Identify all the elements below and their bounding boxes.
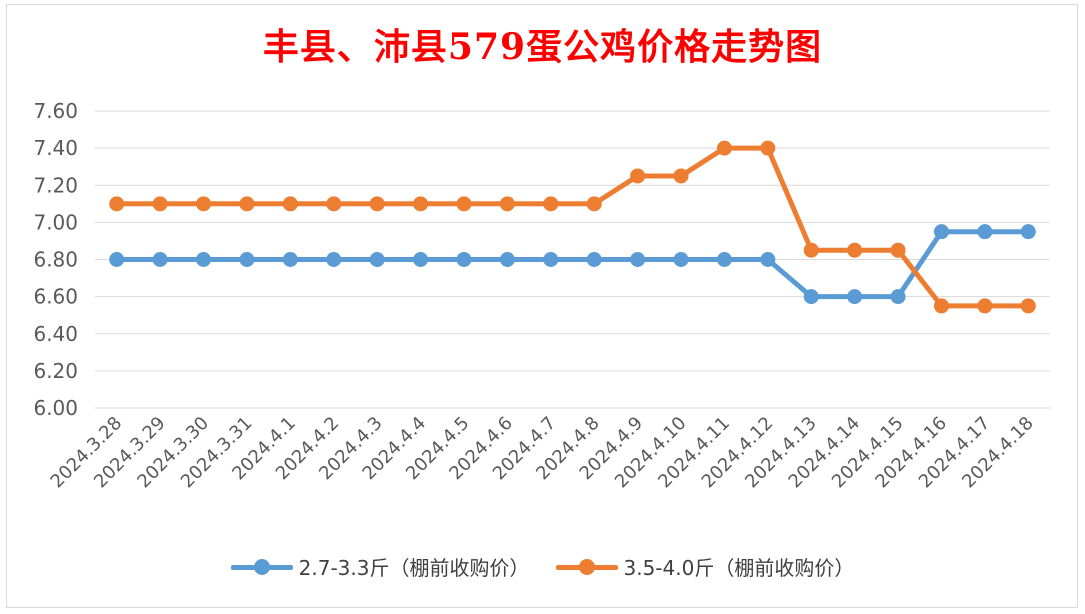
y-axis-labels: 6.00 6.20 6.40 6.60 6.80 7.00 7.20 7.40 7.60 <box>33 99 78 420</box>
data-point-series-1 <box>369 252 385 267</box>
legend-item-series-1: 2.7-3.3斤（棚前收购价） <box>230 552 530 581</box>
data-point-series-2 <box>890 242 906 258</box>
y-tick-label: 7.20 <box>33 173 78 197</box>
data-point-series-1 <box>543 252 559 267</box>
data-point-series-1 <box>109 252 125 267</box>
x-axis-labels: 2024.3.282024.3.292024.3.302024.3.312024… <box>47 413 1038 493</box>
series-lines <box>114 145 1031 309</box>
legend-item-series-2: 3.5-4.0斤（棚前收购价） <box>555 552 855 581</box>
data-point-series-2 <box>933 298 949 314</box>
data-point-series-1 <box>716 252 732 267</box>
data-point-series-2 <box>152 196 168 212</box>
data-point-series-2 <box>282 196 298 212</box>
data-point-series-2 <box>413 196 429 212</box>
data-point-series-2 <box>977 298 993 314</box>
data-point-series-1 <box>282 252 298 267</box>
data-point-series-2 <box>847 242 863 258</box>
y-tick-label: 7.40 <box>33 136 78 160</box>
data-point-series-2 <box>630 168 646 184</box>
chart-frame <box>6 4 1078 608</box>
data-point-series-1 <box>890 289 906 305</box>
data-point-series-2 <box>196 196 212 212</box>
data-point-series-1 <box>673 252 689 267</box>
data-point-series-2 <box>369 196 385 212</box>
y-tick-label: 7.60 <box>33 99 78 123</box>
data-point-series-2 <box>543 196 559 212</box>
legend-swatch-series-2 <box>555 558 618 575</box>
data-point-series-1 <box>803 289 819 305</box>
data-point-series-1 <box>586 252 602 267</box>
series-line-1 <box>114 229 1031 300</box>
data-point-series-1 <box>847 289 863 305</box>
data-point-series-1 <box>152 252 168 267</box>
data-point-series-2 <box>586 196 602 212</box>
y-tick-label: 6.60 <box>33 285 78 309</box>
y-tick-label: 6.80 <box>33 248 78 272</box>
series-line-2 <box>114 145 1031 309</box>
data-point-series-1 <box>196 252 212 267</box>
series-points <box>109 140 1036 314</box>
data-point-series-2 <box>803 242 819 258</box>
data-point-series-1 <box>456 252 472 267</box>
data-point-series-2 <box>673 168 689 184</box>
data-point-series-1 <box>499 252 515 267</box>
data-point-series-1 <box>239 252 255 267</box>
data-point-series-2 <box>760 140 776 156</box>
legend-label-series-1: 2.7-3.3斤（棚前收购价） <box>298 556 530 580</box>
data-point-series-1 <box>630 252 646 267</box>
legend: 2.7-3.3斤（棚前收购价） 3.5-4.0斤（棚前收购价） <box>0 552 1085 581</box>
data-point-series-2 <box>109 196 125 212</box>
data-point-series-2 <box>716 140 732 156</box>
y-tick-label: 6.40 <box>33 322 78 346</box>
chart-title: 丰县、沛县579蛋公鸡价格走势图 <box>262 26 823 68</box>
data-point-series-2 <box>1020 298 1036 314</box>
data-point-series-1 <box>413 252 429 267</box>
data-point-series-2 <box>326 196 342 212</box>
y-tick-label: 6.00 <box>33 396 78 420</box>
data-point-series-1 <box>1020 224 1036 240</box>
legend-label-series-2: 3.5-4.0斤（棚前收购价） <box>623 556 855 580</box>
data-point-series-1 <box>760 252 776 267</box>
data-point-series-1 <box>326 252 342 267</box>
data-point-series-2 <box>456 196 472 212</box>
data-point-series-1 <box>933 224 949 240</box>
legend-swatch-series-1 <box>230 558 293 575</box>
y-tick-label: 7.00 <box>33 210 78 234</box>
y-tick-label: 6.20 <box>33 359 78 383</box>
data-point-series-2 <box>239 196 255 212</box>
data-point-series-2 <box>499 196 515 212</box>
data-point-series-1 <box>977 224 993 240</box>
